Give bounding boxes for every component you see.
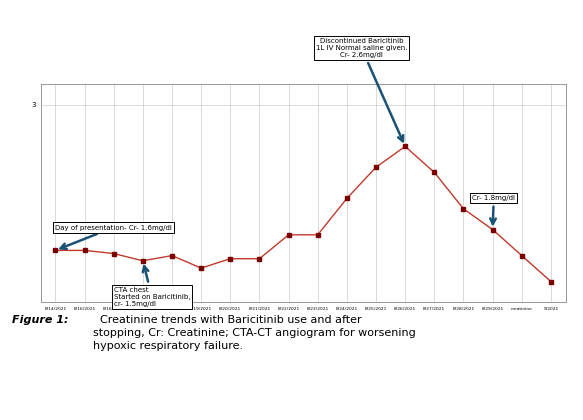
Text: Day of presentation- Cr- 1.6mg/dl: Day of presentation- Cr- 1.6mg/dl xyxy=(55,225,171,249)
Text: Creatinine trends with Baricitinib use and after
stopping, Cr: Creatinine; CTA-C: Creatinine trends with Baricitinib use a… xyxy=(93,315,416,352)
Text: Figure 1:: Figure 1: xyxy=(12,315,68,325)
Text: Cr- 1.8mg/dl: Cr- 1.8mg/dl xyxy=(472,195,515,224)
Text: CTA chest
Started on Baricitinib,
cr- 1.5mg/dl: CTA chest Started on Baricitinib, cr- 1.… xyxy=(114,266,190,307)
Text: Discontinued Baricitinib
1L IV Normal saline given.
Cr- 2.6mg/dl: Discontinued Baricitinib 1L IV Normal sa… xyxy=(316,38,407,141)
